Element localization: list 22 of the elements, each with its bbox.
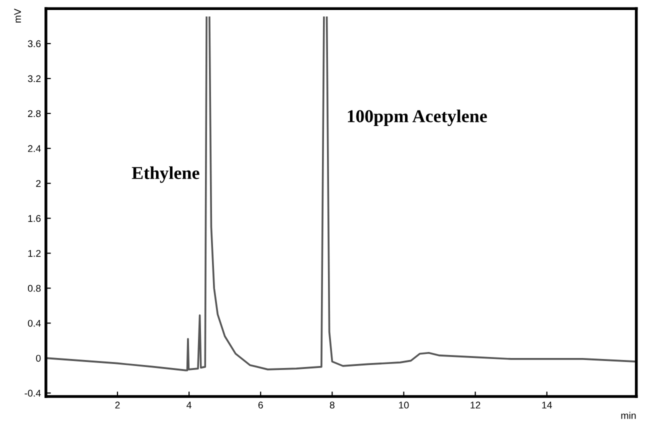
x-tick-label: 14 (542, 402, 552, 408)
x-tick-label: 12 (470, 402, 480, 408)
y-tick-label: 1.6 (28, 215, 41, 222)
y-tick-label: 2.8 (28, 110, 41, 118)
y-tick-label: 0 (36, 354, 41, 362)
x-tick-label: 6 (258, 402, 263, 409)
x-tick-label: 4 (186, 402, 192, 408)
x-axis-title: min (621, 412, 636, 419)
annotation: Ethylene (132, 166, 200, 183)
annotation: 100ppm Acetylene (348, 110, 487, 126)
x-tick-label: 2 (115, 402, 120, 408)
y-tick-label: 0.8 (28, 284, 41, 292)
y-tick-label: 3.2 (28, 75, 41, 82)
y-tick-label: 1.2 (28, 250, 41, 257)
y-tick-label: 0.4 (28, 320, 41, 327)
x-tick-label: 10 (399, 402, 409, 409)
x-tick-label: 8 (330, 402, 334, 409)
y-tick-label: -0.4 (24, 390, 41, 397)
y-tick-label: 2.4 (28, 145, 41, 152)
y-tick-label: 3.6 (28, 40, 41, 48)
y-tick-label: 2 (36, 180, 41, 187)
y-axis-title: mV (14, 8, 21, 23)
